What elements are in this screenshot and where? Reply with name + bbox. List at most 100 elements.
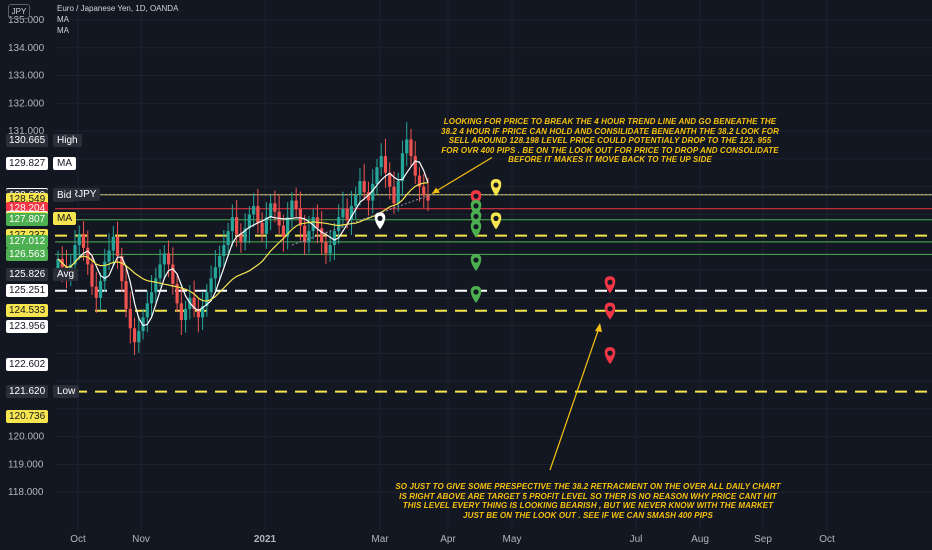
candle-body [175, 283, 179, 304]
map-pin-hole [473, 257, 479, 263]
price-label: 129.827 [6, 157, 49, 171]
candle-body [286, 217, 290, 237]
x-tick-label: Mar [371, 534, 389, 545]
map-pin-hole [473, 193, 479, 199]
candle-body [328, 245, 332, 254]
candle-body [196, 308, 200, 318]
candle-body [162, 253, 166, 265]
x-tick-label: Aug [691, 534, 709, 545]
x-tick-label: Oct [70, 534, 86, 545]
map-pin-hole [473, 203, 479, 209]
candle-body [413, 156, 417, 176]
candle-body [192, 297, 196, 309]
annotation-top: LOOKING FOR PRICE TO BREAK THE 4 HOUR TR… [441, 117, 779, 164]
arrow-bottom [549, 324, 601, 471]
candle-body [294, 200, 298, 209]
target-markers [374, 179, 616, 365]
candle-body [128, 308, 132, 329]
x-tick-label: Apr [440, 534, 456, 545]
candle-body [354, 195, 358, 207]
y-tick-label: 119.000 [8, 459, 44, 470]
map-pin-hole [607, 279, 613, 285]
price-label-name: High [53, 133, 82, 147]
price-label-name: MA [53, 211, 76, 225]
candle-body [392, 186, 396, 204]
candle-body [56, 258, 60, 270]
candle-body [409, 139, 413, 157]
symbol-badge[interactable]: JPY [8, 4, 30, 19]
candle-body [341, 208, 345, 218]
x-tick-label: Oct [819, 534, 835, 545]
price-label: 124.533 [6, 304, 49, 318]
map-pin-hole [377, 215, 383, 221]
arrow-top [431, 156, 493, 195]
candle-body [149, 292, 154, 304]
candle-body [120, 256, 124, 282]
candle-body [115, 236, 120, 257]
candle-body [332, 231, 337, 245]
candle-body [426, 195, 430, 201]
candle-body [218, 256, 222, 268]
price-label-name: Bid [53, 188, 76, 202]
candle-body [311, 217, 315, 232]
candle-body [235, 217, 239, 234]
candle-body [405, 139, 409, 154]
candle-body [103, 261, 107, 282]
price-label-name: MA [53, 157, 76, 171]
candle-body [179, 303, 183, 320]
candle-body [154, 278, 158, 293]
price-label: 127.807 [6, 213, 49, 227]
ma-slow-line [57, 182, 429, 302]
map-pin-hole [607, 350, 613, 356]
candle-body [379, 156, 383, 168]
candle-body [183, 308, 188, 320]
x-tick-label: 2021 [254, 534, 277, 545]
moving-averages [57, 160, 429, 327]
candle-body [243, 228, 247, 243]
candle-body [86, 247, 90, 265]
candle-body [256, 206, 260, 223]
map-pin-icon [604, 276, 616, 294]
map-pin-hole [473, 213, 479, 220]
candle-body [132, 328, 137, 343]
indicator-ma-1[interactable]: MA [57, 15, 69, 24]
candle-body [90, 264, 94, 287]
chart-grid [55, 0, 932, 530]
candle-body [141, 317, 145, 332]
candle-body [371, 183, 375, 201]
candle-body [230, 217, 234, 232]
map-pin-icon [490, 179, 502, 197]
candle-body [213, 267, 217, 279]
candles [56, 122, 430, 355]
price-label: 121.620 [6, 385, 49, 399]
y-tick-label: 118.000 [8, 487, 44, 498]
candle-body [396, 181, 400, 204]
map-pin-icon [470, 286, 482, 303]
map-pin-hole [493, 215, 499, 221]
candle-body [77, 233, 81, 245]
candle-body [81, 233, 86, 248]
candle-body [166, 253, 171, 265]
y-tick-label: 132.000 [8, 98, 45, 109]
map-pin-icon [374, 212, 386, 230]
candle-body [264, 217, 268, 234]
candle-body [269, 203, 273, 218]
candle-body [422, 186, 426, 195]
candle-body [345, 208, 349, 220]
x-tick-label: Sep [754, 534, 772, 545]
arrow-top-head [432, 187, 440, 194]
trend-lines [291, 156, 602, 471]
price-label: 127.012 [6, 235, 49, 249]
y-tick-label: 131.000 [8, 126, 45, 137]
indicator-ma-2[interactable]: MA [57, 26, 69, 35]
candle-body [94, 286, 98, 298]
candle-body [145, 303, 149, 318]
candle-body [337, 217, 341, 232]
candle-body [273, 203, 277, 212]
candle-body [366, 192, 371, 201]
candle-body [200, 306, 205, 318]
price-label: 130.665 [6, 133, 49, 147]
candle-body [205, 292, 209, 307]
map-pin-icon [470, 254, 482, 272]
